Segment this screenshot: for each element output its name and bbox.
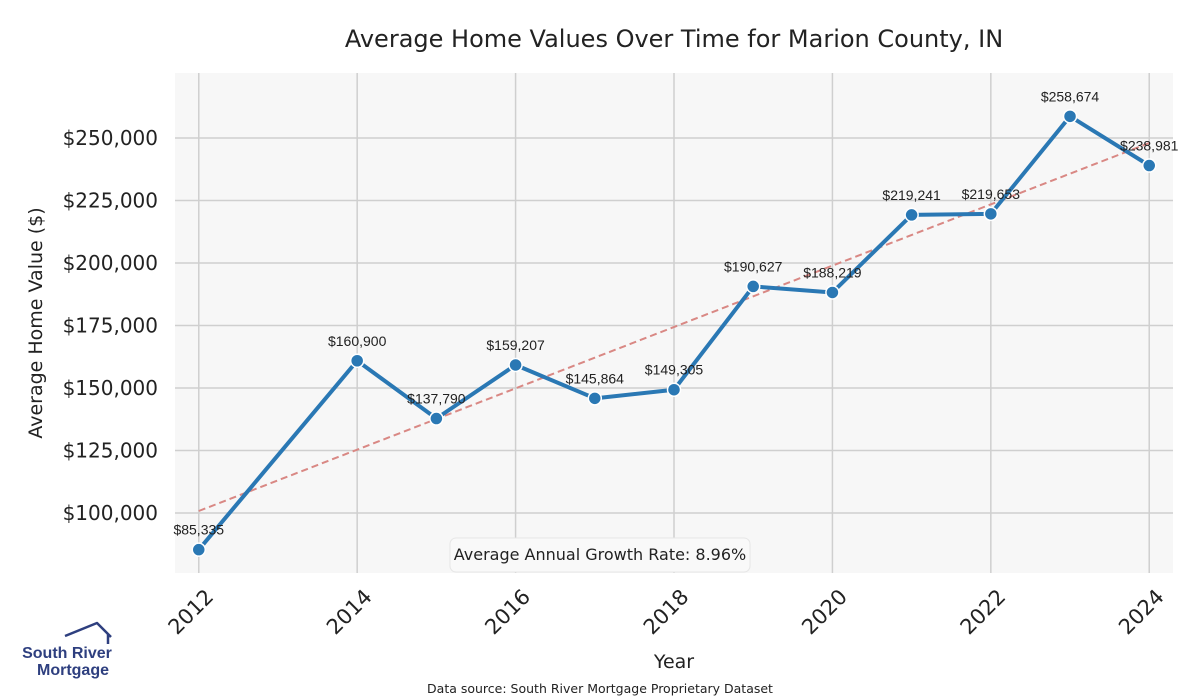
- y-tick-label: $200,000: [63, 251, 158, 275]
- data-point: [825, 285, 840, 300]
- x-axis-ticks: 2012 2014 2016 2018 2020 2022 2024: [164, 585, 1169, 640]
- x-tick-label: 2024: [1114, 585, 1169, 640]
- y-tick-label: $150,000: [63, 376, 158, 400]
- y-tick-label: $175,000: [63, 314, 158, 338]
- y-tick-label: $100,000: [63, 501, 158, 525]
- source-note: Data source: South River Mortgage Propri…: [427, 681, 773, 696]
- y-axis-label: Average Home Value ($): [25, 207, 47, 438]
- x-tick-label: 2022: [956, 585, 1011, 640]
- data-point: [429, 411, 444, 426]
- data-point: [666, 382, 682, 397]
- growth-annotation-text: Average Annual Growth Rate: 8.96%: [454, 545, 746, 564]
- x-tick-label: 2014: [322, 585, 377, 640]
- data-label: $190,627: [724, 258, 783, 274]
- data-label: $258,674: [1041, 88, 1100, 104]
- x-tick-label: 2018: [639, 585, 694, 640]
- y-axis-ticks: $100,000 $125,000 $150,000 $175,000 $200,000…: [63, 126, 158, 525]
- data-point: [983, 206, 999, 222]
- data-point: [587, 391, 603, 406]
- data-label: $219,241: [882, 187, 941, 203]
- data-point: [745, 279, 761, 294]
- logo-line-2: Mortgage: [37, 662, 109, 679]
- data-labels: $85,335 $160,900 $137,790 $159,207 $145,864 $…: [173, 88, 1178, 537]
- data-point: [508, 357, 523, 373]
- house-roof-icon: [64, 621, 112, 638]
- x-tick-label: 2016: [480, 585, 535, 640]
- data-label: $145,864: [566, 370, 625, 386]
- series-line: [197, 114, 1151, 551]
- x-tick-label: 2012: [164, 585, 219, 640]
- y-tick-label: $125,000: [63, 439, 158, 463]
- y-tick-label: $225,000: [63, 189, 158, 213]
- data-point: [191, 542, 207, 557]
- data-label: $160,900: [328, 333, 387, 349]
- data-label: $149,305: [645, 362, 704, 378]
- x-axis-label: Year: [653, 651, 694, 673]
- x-tick-label: 2020: [797, 585, 852, 640]
- data-label: $188,219: [803, 264, 862, 280]
- growth-annotation: Average Annual Growth Rate: 8.96%: [449, 537, 751, 573]
- data-label: $159,207: [486, 337, 545, 353]
- data-label: $85,335: [173, 522, 224, 538]
- data-point: [904, 207, 919, 223]
- logo-line-1: South River: [22, 645, 112, 662]
- data-label: $137,790: [407, 391, 466, 407]
- company-logo: South River Mortgage: [22, 621, 112, 679]
- data-point: [1062, 109, 1078, 124]
- data-label: $219,653: [962, 186, 1021, 202]
- data-point: [349, 353, 365, 368]
- data-point: [1141, 158, 1157, 173]
- data-label: $238,981: [1120, 138, 1179, 154]
- chart-title: Average Home Values Over Time for Marion…: [345, 25, 1003, 53]
- data-points: [191, 109, 1157, 557]
- trend-line: [198, 142, 1150, 512]
- y-tick-label: $250,000: [63, 126, 158, 150]
